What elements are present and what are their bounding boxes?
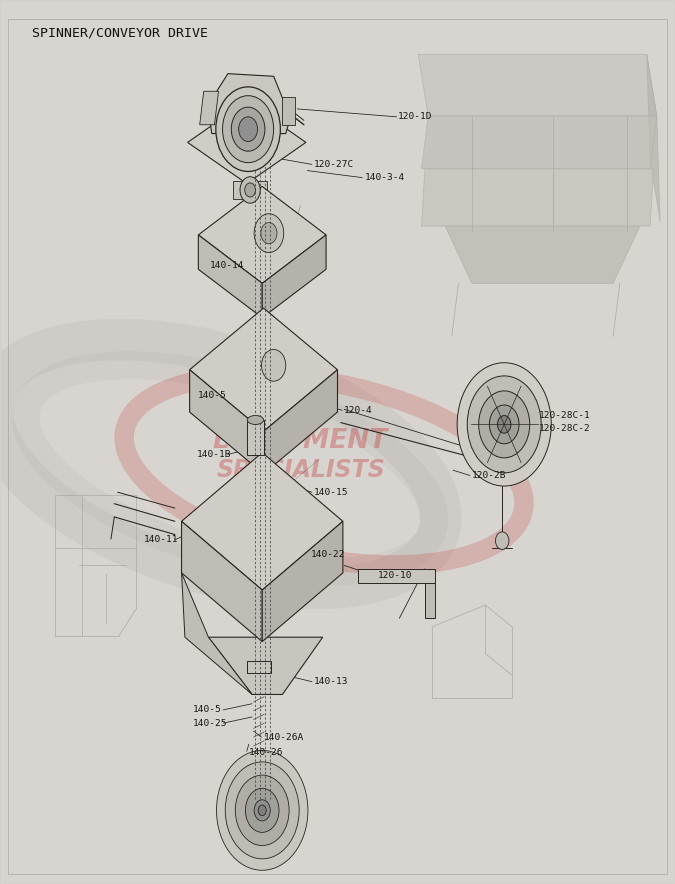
Text: 140-1B: 140-1B (196, 450, 231, 459)
Polygon shape (208, 73, 290, 133)
Text: EQUIPMENT: EQUIPMENT (213, 427, 388, 453)
Polygon shape (418, 54, 657, 116)
Text: 140-26: 140-26 (249, 748, 284, 757)
Circle shape (239, 117, 257, 141)
Polygon shape (262, 235, 326, 317)
Circle shape (497, 415, 511, 433)
Circle shape (236, 775, 289, 846)
Circle shape (261, 349, 286, 381)
Text: 120-4: 120-4 (344, 406, 373, 415)
Polygon shape (263, 370, 338, 474)
Text: 140-3-4: 140-3-4 (364, 173, 404, 182)
Text: 140-5: 140-5 (198, 391, 226, 400)
Text: 120-10: 120-10 (378, 571, 412, 581)
Polygon shape (182, 573, 252, 695)
Polygon shape (647, 54, 660, 222)
Polygon shape (281, 96, 295, 125)
Circle shape (223, 95, 273, 163)
Polygon shape (200, 91, 219, 125)
Text: 120-1D: 120-1D (398, 112, 433, 121)
Text: 140-26A: 140-26A (263, 733, 304, 742)
Text: 140-22: 140-22 (310, 551, 345, 560)
Text: 120-27C: 120-27C (314, 160, 354, 169)
Polygon shape (270, 786, 302, 811)
Circle shape (225, 762, 299, 859)
Ellipse shape (248, 415, 263, 424)
Polygon shape (190, 308, 338, 431)
Circle shape (457, 362, 551, 486)
Polygon shape (248, 420, 263, 455)
Text: 140-5: 140-5 (193, 705, 221, 714)
Polygon shape (182, 453, 343, 590)
Polygon shape (234, 181, 267, 199)
Text: 140-15: 140-15 (314, 488, 348, 497)
Text: 120-28C-2: 120-28C-2 (539, 424, 591, 433)
Text: 140-11: 140-11 (144, 536, 178, 545)
Text: 140-14: 140-14 (210, 262, 244, 271)
Circle shape (240, 177, 260, 203)
Polygon shape (358, 569, 435, 583)
Circle shape (232, 107, 265, 151)
Polygon shape (264, 758, 275, 801)
Circle shape (254, 214, 284, 253)
Polygon shape (421, 116, 657, 169)
Polygon shape (182, 522, 262, 642)
Polygon shape (190, 370, 263, 474)
Text: 120-2B: 120-2B (472, 471, 506, 480)
Polygon shape (445, 226, 640, 284)
Polygon shape (247, 660, 271, 673)
Text: SPINNER/CONVEYOR DRIVE: SPINNER/CONVEYOR DRIVE (32, 26, 208, 39)
Circle shape (467, 376, 541, 473)
Text: 140-13: 140-13 (314, 677, 348, 686)
Polygon shape (223, 811, 254, 835)
Polygon shape (421, 169, 653, 226)
Ellipse shape (248, 415, 263, 424)
Circle shape (254, 800, 270, 821)
Polygon shape (228, 771, 258, 801)
Polygon shape (198, 235, 262, 317)
Polygon shape (262, 522, 343, 642)
Circle shape (216, 87, 280, 171)
Circle shape (258, 805, 266, 816)
Text: SPECIALISTS: SPECIALISTS (216, 458, 385, 482)
Polygon shape (198, 187, 326, 284)
Circle shape (489, 405, 519, 444)
Circle shape (245, 183, 256, 197)
Circle shape (495, 532, 509, 550)
Polygon shape (266, 819, 296, 850)
Polygon shape (250, 819, 261, 863)
Circle shape (217, 751, 308, 870)
Text: 120-28C-1: 120-28C-1 (539, 411, 591, 420)
Polygon shape (188, 101, 306, 184)
Polygon shape (209, 637, 323, 695)
Polygon shape (425, 583, 435, 618)
Circle shape (246, 789, 279, 833)
Circle shape (261, 223, 277, 244)
Circle shape (479, 391, 530, 458)
Text: 140-25: 140-25 (193, 720, 227, 728)
